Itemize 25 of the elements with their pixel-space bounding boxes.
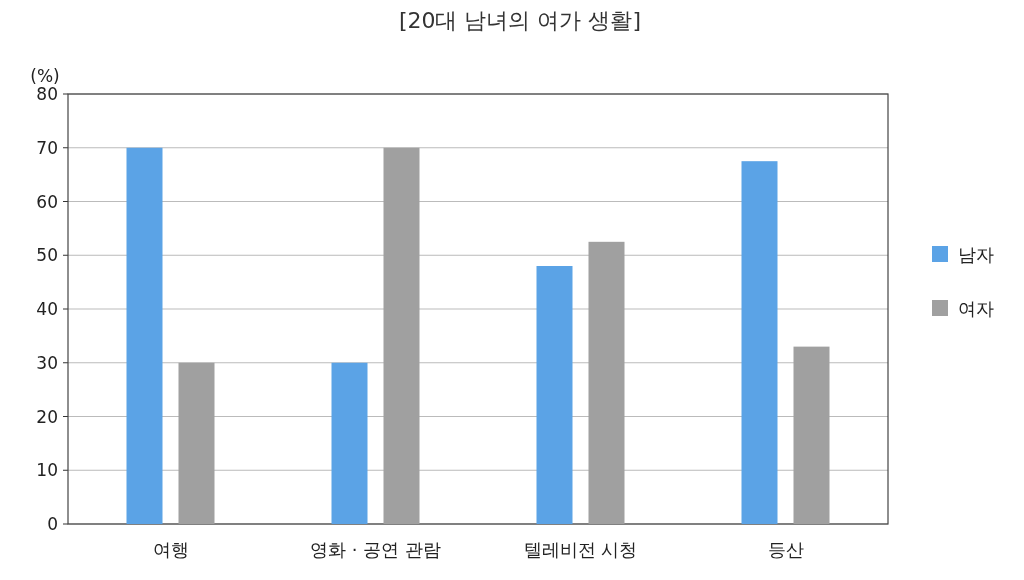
bar bbox=[741, 161, 778, 524]
y-tick-label: 0 bbox=[47, 514, 58, 534]
y-tick-label: 10 bbox=[36, 460, 58, 481]
y-tick-label: 50 bbox=[36, 245, 58, 266]
y-tick-label: 20 bbox=[36, 406, 58, 427]
x-tick-label: 영화 · 공연 관람 bbox=[310, 539, 441, 560]
chart-title: [20대 남녀의 여가 생활] bbox=[398, 8, 642, 33]
legend-label: 여자 bbox=[958, 298, 994, 319]
bar bbox=[588, 241, 625, 524]
bar bbox=[178, 362, 215, 524]
x-tick-label: 여행 bbox=[152, 539, 189, 560]
legend-label: 남자 bbox=[958, 244, 994, 265]
y-tick-label: 40 bbox=[36, 299, 58, 319]
bar bbox=[793, 346, 830, 524]
bar bbox=[383, 147, 420, 524]
x-tick-label: 등산 bbox=[767, 539, 804, 560]
y-tick-label: 80 bbox=[36, 84, 58, 104]
y-tick-label: 60 bbox=[36, 191, 58, 212]
x-tick-label: 텔레비전 시청 bbox=[523, 539, 638, 560]
y-axis-title: (%) bbox=[30, 66, 60, 86]
bar bbox=[331, 362, 368, 524]
bar bbox=[126, 147, 163, 524]
y-tick-label: 70 bbox=[36, 137, 58, 158]
y-tick-label: 30 bbox=[36, 352, 58, 373]
bar bbox=[536, 266, 573, 524]
